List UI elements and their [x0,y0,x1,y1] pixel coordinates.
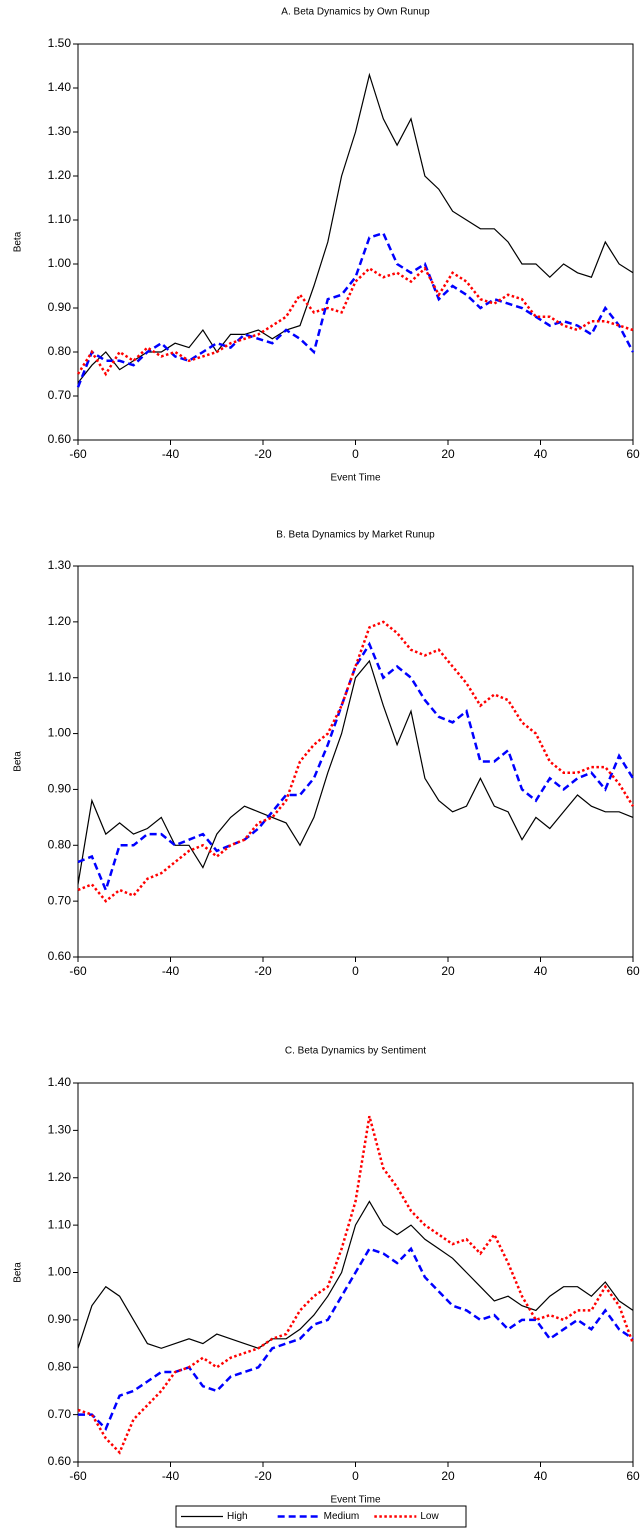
data-line [77,659,634,885]
y-tick-label: 0.90 [48,782,72,796]
x-tick-label: 40 [534,1469,548,1483]
x-axis-label: Event Time [330,473,380,484]
y-tick-label: 0.90 [48,300,72,314]
plot-frame [77,1082,634,1463]
y-tick-label: 0.80 [48,837,72,851]
y-axis-label: Beta [13,1262,24,1283]
legend-box [175,1505,467,1528]
plot-frame [77,565,634,958]
legend-label: Low [420,1511,439,1522]
y-tick-label: 0.80 [48,344,72,358]
x-tick-label: 0 [352,964,359,978]
y-axis-label: Beta [13,751,24,772]
y-tick-label: 1.10 [48,212,72,226]
data-line [76,231,635,388]
y-tick-label: 1.50 [48,36,72,50]
y-tick-label: 0.70 [48,893,72,907]
y-tick-label: 0.80 [48,1359,72,1373]
x-axis-label: Event Time [330,1495,380,1506]
data-line [77,72,634,384]
x-tick-label: -40 [162,1469,180,1483]
x-tick-label: -20 [254,447,272,461]
legend-label: Medium [324,1511,360,1522]
plot-frame [77,43,634,441]
x-tick-label: 20 [441,1469,455,1483]
y-tick-label: 1.30 [48,1123,72,1137]
x-tick-label: -20 [254,1469,272,1483]
y-tick-label: 0.60 [48,1454,72,1468]
y-tick-label: 0.70 [48,1407,72,1421]
x-tick-label: -40 [162,964,180,978]
chart-title: B. Beta Dynamics by Market Runup [276,530,435,541]
x-tick-label: -60 [69,1469,87,1483]
data-line [76,266,634,377]
y-tick-label: 1.10 [48,670,72,684]
chart-title: A. Beta Dynamics by Own Runup [281,7,430,18]
x-tick-label: 40 [534,447,548,461]
x-tick-label: -20 [254,964,272,978]
y-tick-label: 1.30 [48,124,72,138]
x-tick-label: 60 [626,1469,640,1483]
y-tick-label: 0.70 [48,388,72,402]
x-tick-label: 40 [534,964,548,978]
y-tick-label: 1.20 [48,168,72,182]
y-tick-label: 1.00 [48,726,72,740]
y-tick-label: 1.30 [48,558,72,572]
y-axis-label: Beta [13,231,24,252]
x-tick-label: 60 [626,447,640,461]
data-line [77,641,635,894]
data-line [78,1246,634,1432]
data-line [77,1115,635,1455]
x-tick-label: 0 [352,1469,359,1483]
y-tick-label: 1.00 [48,256,72,270]
x-tick-label: 60 [626,964,640,978]
y-tick-label: 1.40 [48,80,72,94]
chart-title: C. Beta Dynamics by Sentiment [285,1046,426,1057]
y-tick-label: 0.90 [48,1312,72,1326]
data-line [77,620,635,903]
x-tick-label: -60 [69,447,87,461]
y-tick-label: 0.60 [48,949,72,963]
y-tick-label: 1.00 [48,1265,72,1279]
y-tick-label: 1.20 [48,1170,72,1184]
x-tick-label: 0 [352,447,359,461]
y-tick-label: 1.10 [48,1217,72,1231]
legend-label: High [227,1511,248,1522]
x-tick-label: -60 [69,964,87,978]
x-tick-label: -40 [162,447,180,461]
y-tick-label: 0.60 [48,432,72,446]
x-tick-label: 20 [441,964,455,978]
x-tick-label: 20 [441,447,455,461]
y-tick-label: 1.40 [48,1075,72,1089]
data-line [77,1200,634,1349]
y-tick-label: 1.20 [48,614,72,628]
